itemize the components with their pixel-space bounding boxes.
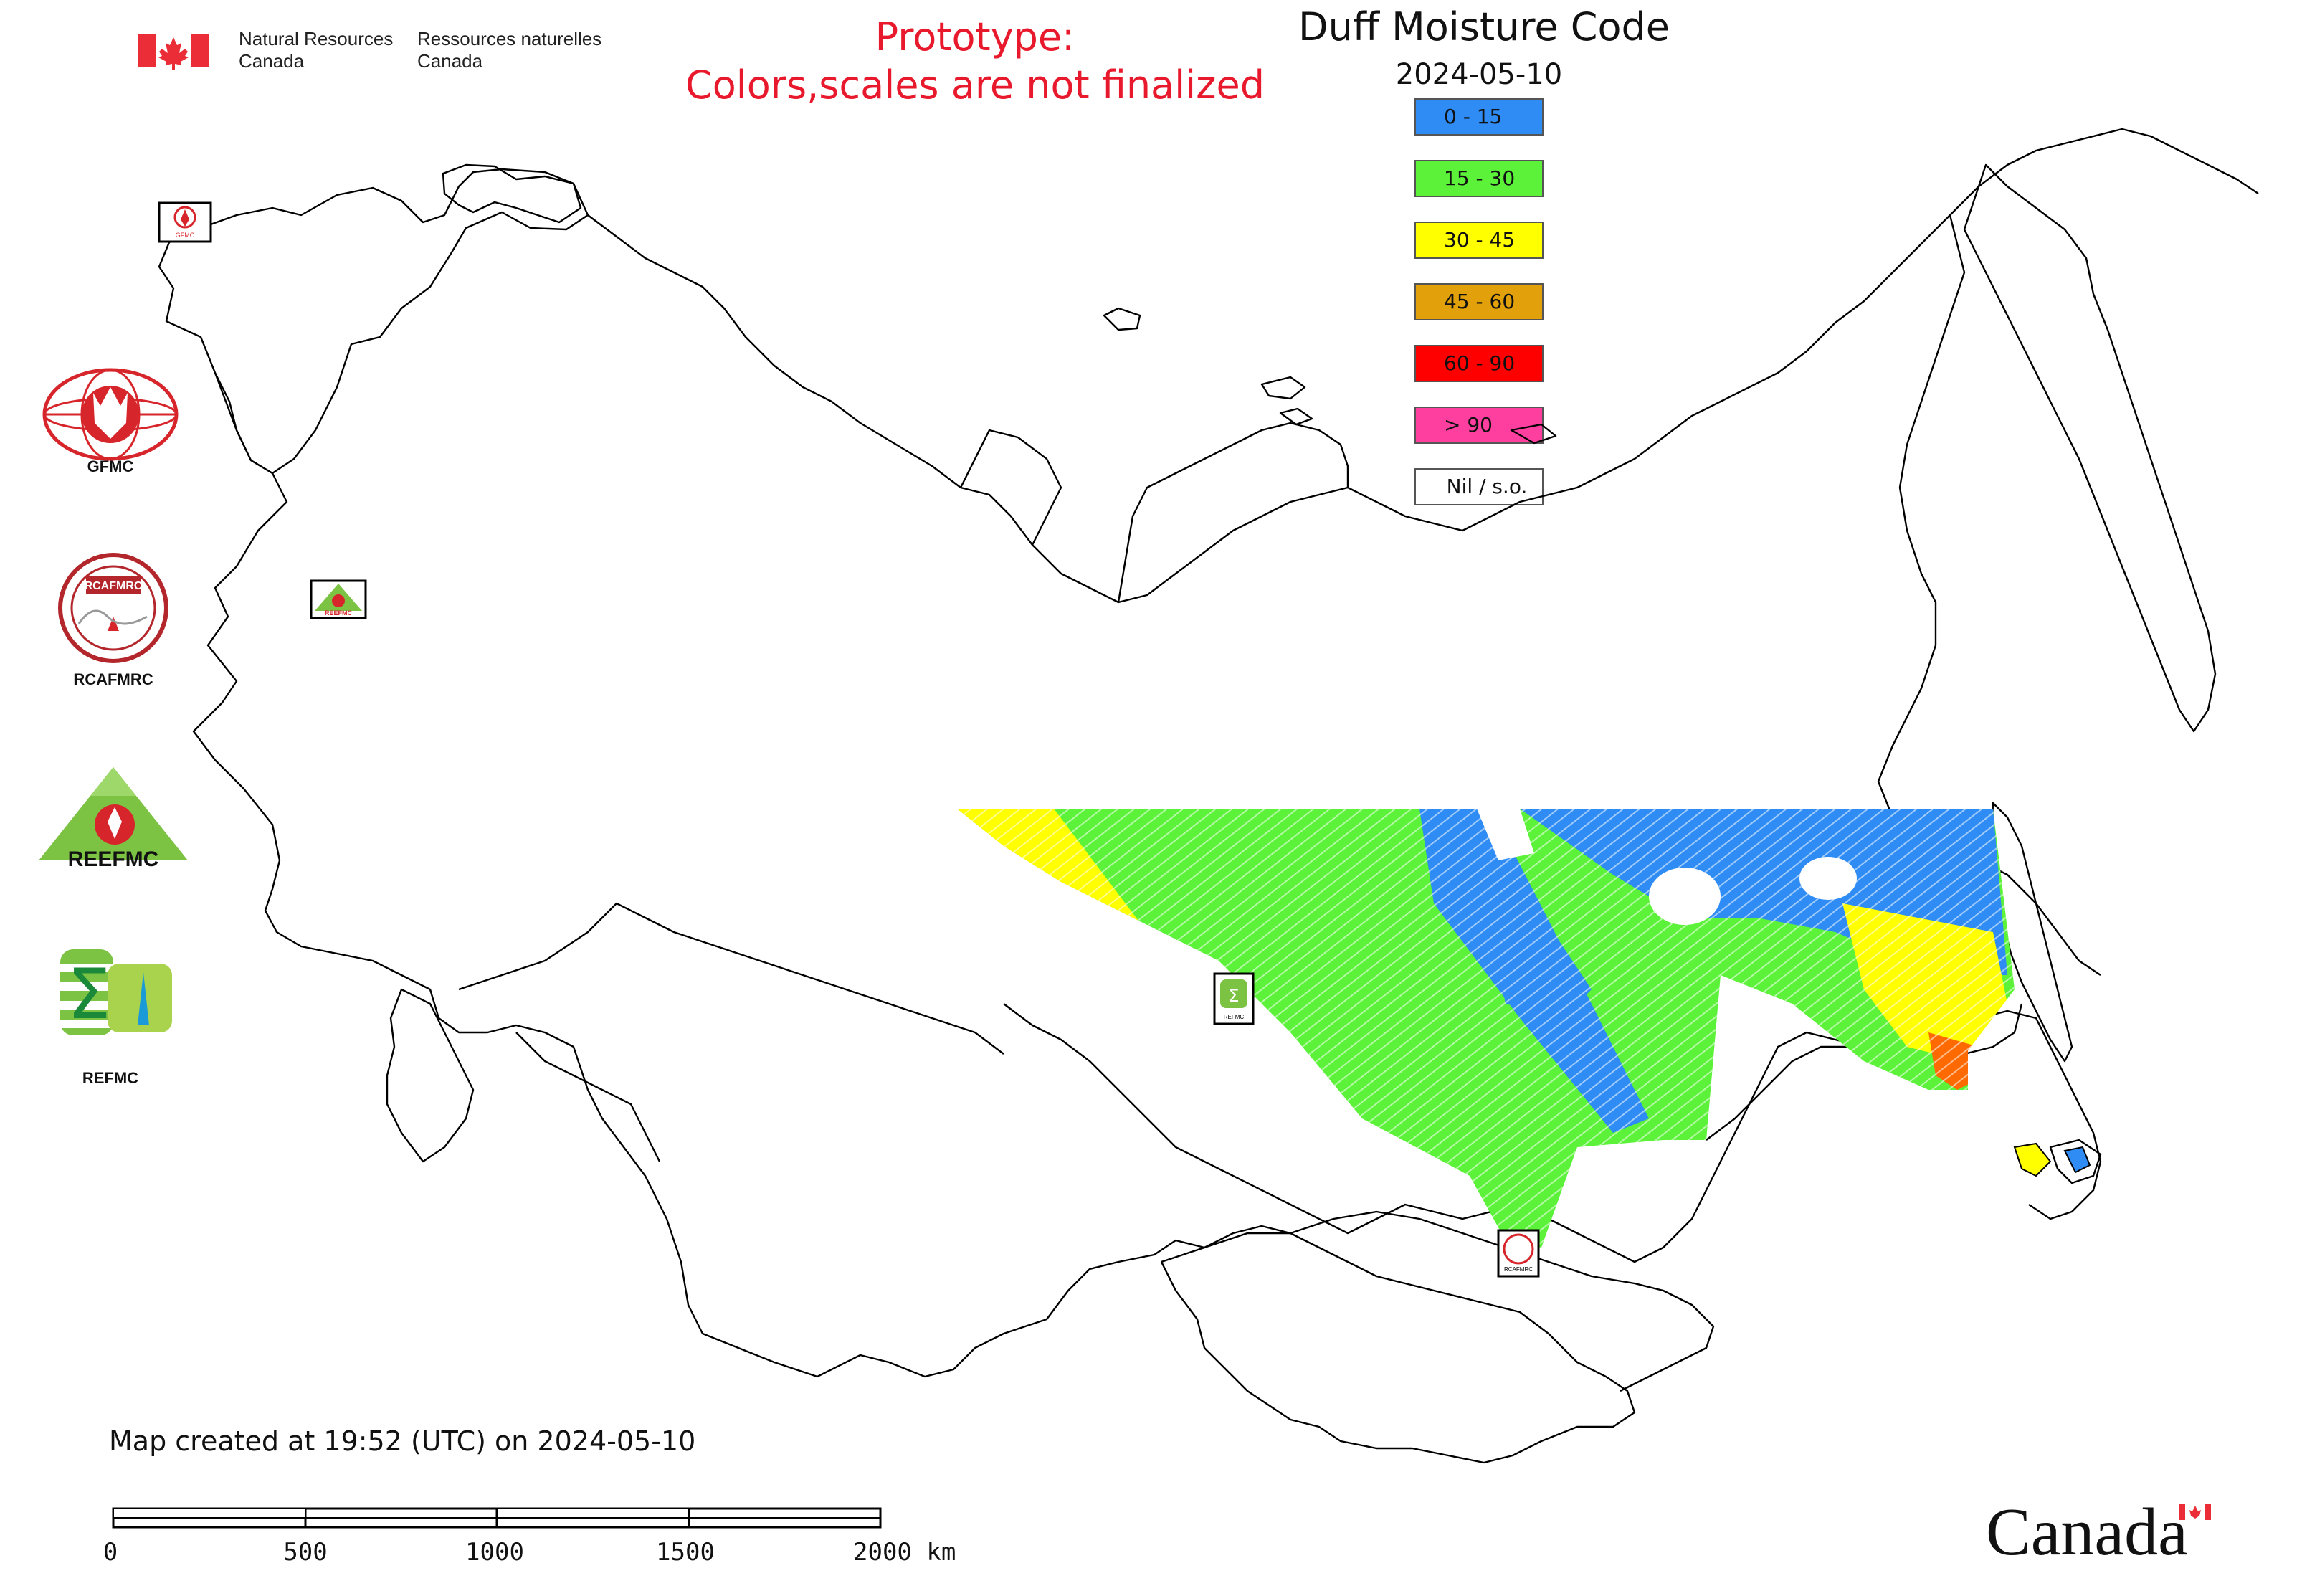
svg-text:Σ: Σ [1228, 986, 1239, 1006]
legend-label: 60 - 90 [1444, 351, 1515, 375]
canada-wordmark-text: Canada [1986, 1495, 2188, 1569]
refmc-marker-icon: Σ REFMC [1213, 972, 1255, 1025]
reefmc-marker-icon: REEFMC [310, 579, 367, 619]
prototype-notice-line2: Colors,scales are not finalized [685, 62, 1265, 108]
nrcan-signature: Natural Resources Canada Ressources natu… [138, 28, 601, 72]
svg-text:GFMC: GFMC [176, 232, 195, 239]
scale-label-2000: 2000 km [853, 1538, 956, 1567]
gfmc-marker-icon: GFMC [158, 201, 212, 243]
legend-label: Nil / s.o. [1447, 475, 1528, 498]
legend-label: 45 - 60 [1444, 290, 1515, 313]
legend-swatch [1414, 345, 1544, 382]
org-name-fr-line1: Ressources naturelles [417, 28, 601, 49]
org-name-fr-line2: Canada [417, 50, 483, 72]
legend-label: 30 - 45 [1444, 228, 1515, 252]
svg-text:Σ: Σ [67, 954, 111, 1035]
refmc-label: REFMC [82, 1069, 138, 1087]
legend-label: > 90 [1444, 413, 1493, 437]
svg-text:RCAFMRC: RCAFMRC [85, 580, 143, 592]
legend-item: 15 - 30 [1414, 160, 1544, 197]
land-outlines [158, 128, 2259, 1464]
legend-label: 0 - 15 [1444, 105, 1502, 128]
reefmc-wordmark: REEFMC [68, 847, 159, 871]
org-name-en-line1: Natural Resources [239, 28, 393, 49]
data-spot [2063, 1146, 2091, 1174]
data-gap [1649, 868, 1721, 925]
rcafmrc-logo: RCAFMRC RCAFMRC [58, 553, 168, 688]
legend-swatch [1414, 468, 1544, 505]
wordmark-flag-icon [2179, 1504, 2211, 1520]
legend-swatch [1414, 222, 1544, 259]
gfmc-label: GFMC [87, 457, 134, 475]
data-gap [1477, 809, 1534, 860]
map-title: Duff Moisture Code [1298, 4, 1670, 49]
scale-label-0: 0 [103, 1538, 118, 1567]
scale-label-1000: 1000 [465, 1538, 524, 1567]
data-spot [2013, 1142, 2052, 1177]
dmc-data-field [957, 809, 2015, 1248]
scale-label-500: 500 [283, 1538, 327, 1567]
org-name-en-line2: Canada [239, 50, 305, 72]
rcafmrc-marker-icon: RCAFMRC [1497, 1229, 1540, 1278]
scale-bar: 0 500 1000 1500 2000 km [103, 1507, 956, 1567]
data-gap [1799, 857, 1857, 900]
legend-swatch [1414, 283, 1544, 320]
legend-item: > 90 [1414, 407, 1544, 444]
refmc-logo: Σ REFMC [60, 949, 172, 1087]
legend-item: 30 - 45 [1414, 222, 1544, 259]
legend-item: 0 - 15 [1414, 98, 1544, 136]
map-date: 2024-05-10 [1396, 58, 1562, 91]
svg-text:RCAFMRC: RCAFMRC [1504, 1266, 1533, 1273]
legend-swatch [1414, 407, 1544, 444]
reefmc-logo: REEFMC [39, 767, 188, 871]
legend-item: 45 - 60 [1414, 283, 1544, 320]
legend-item: Nil / s.o. [1414, 468, 1544, 505]
legend: 0 - 15 15 - 30 30 - 45 45 - 60 60 - 90 > 90 Ni… [1414, 98, 1544, 505]
canada-wordmark: Canada [1986, 1495, 2211, 1569]
legend-item: 60 - 90 [1414, 345, 1544, 382]
gfmc-logo: GFMC [42, 368, 179, 475]
legend-swatch [1414, 98, 1544, 136]
svg-text:REEFMC: REEFMC [325, 609, 353, 617]
legend-label: 15 - 30 [1444, 166, 1515, 190]
canada-flag-icon [138, 34, 209, 70]
scale-label-1500: 1500 [656, 1538, 715, 1567]
map-created-text: Map created at 19:52 (UTC) on 2024-05-10 [109, 1425, 695, 1457]
legend-swatch [1414, 160, 1544, 197]
rcafmrc-label: RCAFMRC [73, 670, 153, 688]
prototype-notice-line1: Prototype: [875, 14, 1075, 60]
svg-text:REFMC: REFMC [1224, 1014, 1245, 1020]
